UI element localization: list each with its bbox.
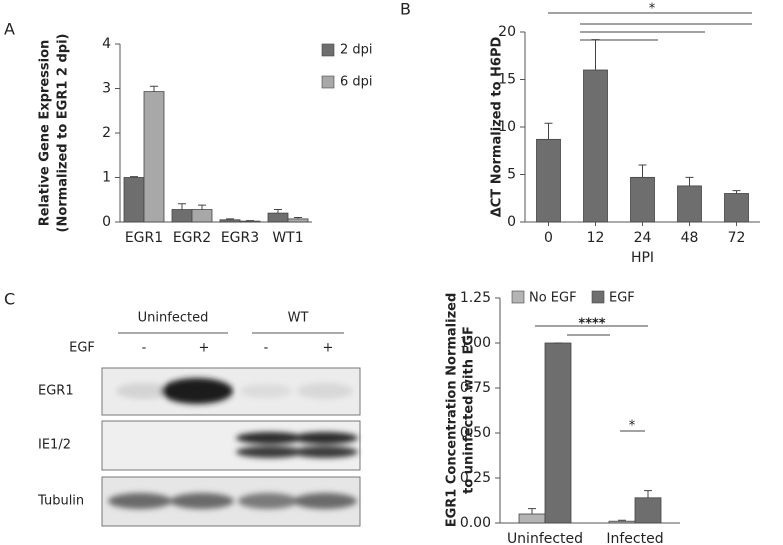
lane-label: - [264, 341, 269, 356]
bar [630, 176, 655, 223]
y-tick-label: 5 [507, 167, 516, 183]
panel-letter: A [4, 20, 15, 39]
legend-label: 2 dpi [340, 43, 373, 58]
blot-box [101, 420, 361, 471]
y-tick-label: 4 [102, 36, 111, 52]
bands [108, 378, 358, 509]
y-tick-label: 0 [507, 214, 516, 230]
error-bar [198, 204, 206, 210]
bar [608, 520, 636, 524]
error-bar [528, 508, 536, 514]
blot-group: WT [288, 311, 309, 326]
bar [583, 69, 608, 223]
y-tick-label: 1.00 [460, 335, 491, 351]
y-axis-label: Relative Gene Expression [38, 40, 53, 227]
y-tick-label: 0.25 [460, 470, 491, 486]
legend-swatch [321, 43, 335, 57]
x-tick-label: Infected [606, 531, 663, 545]
bar [544, 342, 572, 524]
annotation: **** [578, 317, 605, 332]
panel-letter: C [4, 290, 15, 309]
bar [123, 177, 145, 223]
bar [219, 219, 241, 223]
x-tick-label: EGR3 [221, 230, 259, 246]
western-blot: Uninfected WT EGF - + - + EGR1 IE1/2 Tub… [37, 311, 361, 527]
lane-label: + [199, 341, 210, 356]
error-bar [274, 209, 282, 214]
bar [634, 497, 662, 524]
annotation: * [629, 419, 636, 434]
error-bar [618, 519, 626, 522]
significance-lines [535, 12, 752, 432]
bar [239, 220, 261, 223]
error-bar [591, 39, 600, 70]
error-bar [226, 218, 234, 220]
legend-swatch [591, 290, 605, 304]
y-axis-label: to uninfected with EGF [462, 326, 477, 494]
y-tick-label: 10 [498, 119, 516, 135]
bar [287, 218, 309, 223]
x-tick-label: 72 [728, 230, 746, 246]
bar [267, 212, 289, 223]
y-tick-label: 1 [102, 170, 111, 186]
error-bar [732, 190, 741, 194]
x-tick-label: 12 [587, 230, 605, 246]
y-tick-label: 0.00 [460, 515, 491, 531]
legend-swatch [511, 290, 525, 304]
y-tick-label: 1.25 [460, 290, 491, 306]
y-tick-label: 0 [102, 214, 111, 230]
x-tick-label: EGR1 [125, 230, 163, 246]
annotation: * [649, 2, 656, 17]
bar [143, 91, 165, 223]
lane-label: + [323, 341, 334, 356]
x-tick-label: WT1 [272, 230, 303, 246]
bar [518, 513, 546, 524]
bar [536, 138, 561, 223]
legend-label: 6 dpi [340, 75, 373, 90]
y-axis-label: EGR1 Concentration Normalized [445, 293, 460, 528]
error-bar [130, 176, 138, 178]
y-tick-label: 0.50 [460, 425, 491, 441]
error-bar [644, 490, 652, 498]
bar [724, 193, 749, 223]
error-bar [544, 122, 553, 140]
blot-group: Uninfected [138, 311, 209, 326]
legend-swatch [321, 75, 335, 89]
bar [191, 209, 213, 223]
x-tick-label: 0 [544, 230, 553, 246]
error-bar [150, 85, 158, 92]
panel-letter: B [400, 0, 411, 19]
legend-label: No EGF [529, 291, 577, 306]
blot-treatment: EGF [69, 341, 95, 356]
x-tick-label: Uninfected [507, 531, 583, 545]
error-bar [685, 176, 694, 186]
error-bar [178, 203, 186, 210]
x-tick-label: EGR2 [173, 230, 211, 246]
y-axis-label: (Normalized to EGR1 2 dpi) [56, 34, 71, 233]
x-axis-label: HPI [631, 250, 654, 266]
row-label: EGR1 [38, 384, 74, 399]
x-tick-label: 24 [634, 230, 652, 246]
bar [171, 209, 193, 223]
row-label: Tubulin [37, 494, 84, 509]
y-tick-label: 0.75 [460, 380, 491, 396]
y-tick-label: 20 [498, 24, 516, 40]
row-label: IE1/2 [38, 438, 71, 453]
x-tick-label: 48 [681, 230, 699, 246]
error-bar [294, 217, 302, 219]
y-tick-label: 2 [102, 125, 111, 141]
y-tick-label: 3 [102, 81, 111, 97]
legend-label: EGF [609, 291, 635, 306]
bar [677, 185, 702, 223]
lane-label: - [142, 341, 147, 356]
error-bar [638, 164, 647, 178]
y-tick-label: 15 [498, 72, 516, 88]
y-axis-label: ΔCT Normalized to H6PD [490, 37, 505, 218]
